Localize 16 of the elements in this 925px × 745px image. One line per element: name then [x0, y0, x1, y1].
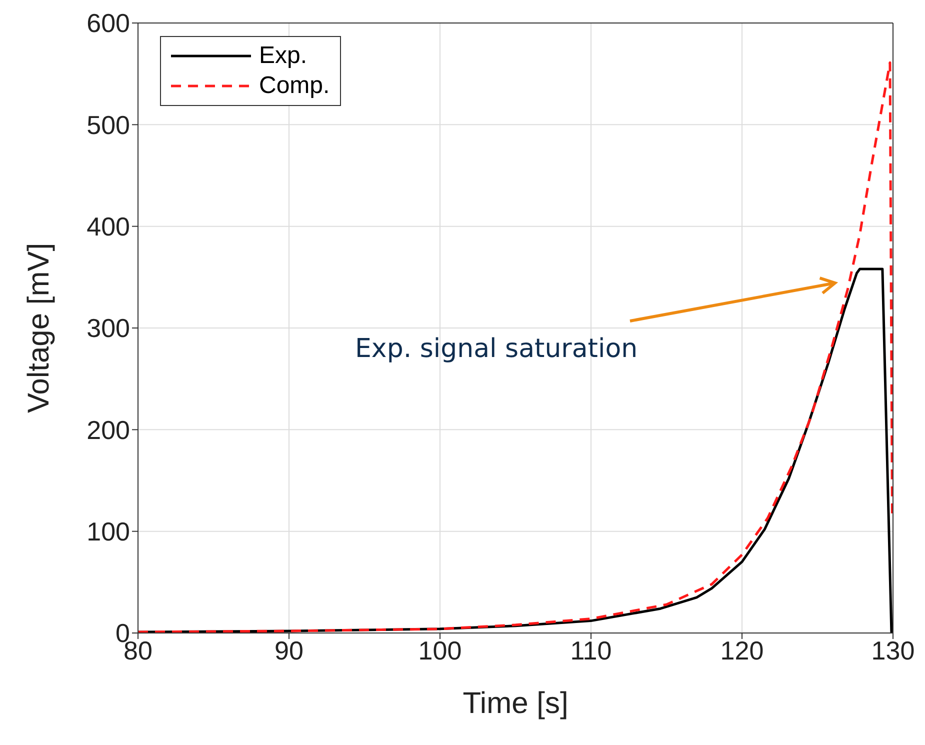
y-tick-label: 200 [86, 414, 130, 445]
x-tick-label: 100 [418, 635, 462, 666]
legend-label: Exp. [259, 41, 308, 71]
x-tick-label: 110 [570, 635, 612, 666]
y-tick-label: 600 [86, 8, 130, 38]
x-axis-title: Time [s] [462, 687, 568, 720]
annotation: Exp. signal saturation [355, 334, 638, 364]
y-tick-label: 300 [86, 313, 130, 344]
y-tick-label: 100 [86, 516, 130, 547]
y-axis-title: Voltage [mV] [22, 242, 56, 414]
x-tick-label: 90 [274, 635, 304, 666]
y-tick-label: 500 [86, 110, 130, 140]
legend-label: Comp. [259, 71, 330, 101]
y-tick-label: 400 [86, 212, 130, 242]
x-tick-label: 120 [720, 635, 764, 666]
x-tick-label: 130 [871, 635, 915, 666]
